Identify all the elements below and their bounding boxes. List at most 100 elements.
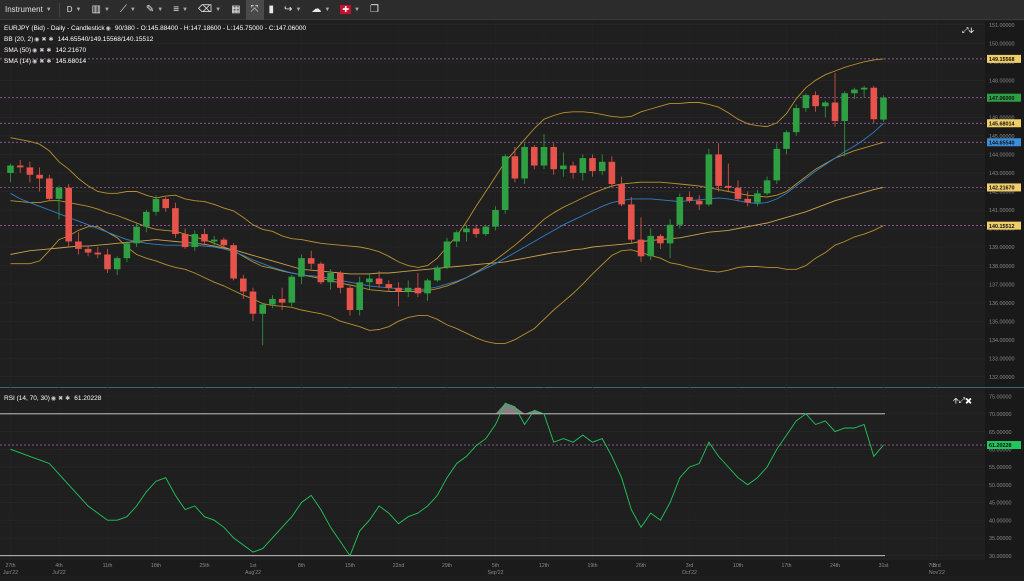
- candle-body: [269, 298, 276, 305]
- date-axis-day: 26th: [636, 563, 646, 569]
- candle-body: [695, 200, 703, 205]
- candle-body: [521, 146, 528, 179]
- draw-tools-button[interactable]: ⟋ ▼: [115, 0, 141, 20]
- candle-body: [637, 239, 645, 257]
- close-icon[interactable]: ✖: [41, 37, 47, 43]
- delete-button[interactable]: ⌫ ▼: [193, 0, 226, 20]
- legend-bb-values: 144.65540/149.15568/140.15512: [57, 36, 154, 43]
- arrow-down-icon[interactable]: 🡫: [968, 26, 975, 35]
- price-axis-label: 146.00000: [989, 116, 1014, 122]
- share-icon: ↪: [284, 4, 293, 15]
- gear-icon[interactable]: ✱: [46, 59, 52, 65]
- candle-type-button[interactable]: ▥ ▼: [86, 0, 114, 20]
- candle-body: [201, 234, 208, 242]
- timeframe-dropdown[interactable]: D ▼: [62, 0, 87, 20]
- chart-background: [0, 21, 1024, 576]
- candle-body: [356, 282, 363, 311]
- close-icon[interactable]: ✖: [39, 48, 45, 54]
- candle-body: [375, 278, 383, 285]
- candle-body: [84, 248, 92, 253]
- close-icon[interactable]: ✖: [39, 59, 45, 65]
- rsi-line: [10, 402, 884, 557]
- gear-icon[interactable]: ✱: [46, 48, 52, 54]
- price-axis-label: 138.00000: [989, 264, 1014, 270]
- eye-icon[interactable]: ◉: [34, 37, 40, 43]
- legend-sma50-name: SMA (50): [4, 47, 32, 54]
- price-marker-label: 144.65540: [989, 140, 1014, 146]
- candle-body: [540, 146, 548, 166]
- candle-body: [123, 243, 131, 259]
- price-chart[interactable]: 151.00000 150.00000 149.00000 148.00000 147.…: [0, 21, 1024, 576]
- date-axis-day: 31st: [879, 563, 889, 569]
- date-axis-day: 27th: [5, 563, 15, 569]
- date-axis-day: 18th: [151, 563, 161, 569]
- price-axis-label: 132.00000: [989, 375, 1014, 381]
- candle-body: [133, 226, 140, 244]
- candle-body: [404, 287, 412, 292]
- candle-body: [531, 146, 538, 166]
- language-button[interactable]: ✚ ▼: [335, 0, 365, 20]
- date-axis-day: 12th: [539, 563, 549, 569]
- candle-body: [453, 232, 460, 242]
- candle-body: [230, 245, 237, 279]
- resize-icon[interactable]: ⤢: [962, 26, 969, 35]
- rsi-axis-label: 50.00000: [989, 483, 1011, 489]
- candle-body: [715, 154, 722, 186]
- candle-body: [666, 224, 674, 244]
- candle-body: [734, 187, 742, 199]
- layout-button[interactable]: ▦: [226, 0, 245, 20]
- date-axis-day: 10th: [733, 563, 743, 569]
- popout-button[interactable]: ❐: [365, 0, 384, 20]
- price-pane-controls: ⤢🡫: [962, 25, 974, 39]
- price-axis-label: 134.00000: [989, 338, 1014, 344]
- pencil-icon: ✎: [145, 4, 155, 15]
- date-axis-day: 3rd: [933, 563, 941, 569]
- rsi-axis-label: 40.00000: [989, 518, 1011, 524]
- instrument-dropdown[interactable]: Instrument ▼: [0, 0, 57, 20]
- rsi-axis-label: 55.00000: [989, 465, 1011, 471]
- candle-body: [395, 287, 402, 292]
- candle-body: [65, 187, 72, 242]
- date-axis-day: 24th: [830, 563, 840, 569]
- eye-icon[interactable]: ◉: [50, 396, 57, 402]
- candle-body: [220, 239, 228, 246]
- close-icon[interactable]: ✖: [965, 396, 972, 405]
- candle-body: [880, 97, 887, 120]
- legend-ohlc: 90/380 - O:145.88400 - H:147.18600 - L:1…: [114, 25, 307, 32]
- candle-body: [162, 198, 169, 209]
- layers-button[interactable]: ≡ ▼: [168, 0, 193, 20]
- candle-body: [307, 258, 315, 264]
- annotate-button[interactable]: ✎ ▼: [141, 0, 168, 20]
- close-icon[interactable]: ✖: [58, 396, 64, 402]
- eye-icon[interactable]: ◉: [105, 26, 111, 32]
- price-marker: [987, 221, 1021, 230]
- price-axis-label: 148.00000: [989, 78, 1014, 84]
- resize-icon[interactable]: ⤢: [958, 396, 966, 405]
- candle-body: [26, 167, 34, 175]
- rsi-axis-label: 65.00000: [989, 430, 1011, 436]
- candle-body: [414, 287, 422, 294]
- date-axis-day: 25th: [199, 563, 209, 569]
- candle-body: [366, 278, 373, 283]
- candle-body: [94, 252, 102, 255]
- gear-icon[interactable]: ✱: [48, 37, 54, 43]
- eye-icon[interactable]: ◉: [32, 48, 38, 54]
- gear-icon[interactable]: ✱: [65, 396, 71, 402]
- candle-body: [172, 208, 179, 235]
- chart-area[interactable]: 151.00000 150.00000 149.00000 148.00000 147.…: [0, 21, 1024, 576]
- eye-icon[interactable]: ◉: [32, 59, 38, 65]
- price-axis-label: 151.00000: [989, 23, 1014, 29]
- indicators-button[interactable]: ▮: [264, 0, 280, 20]
- share-button[interactable]: ↪ ▼: [279, 0, 306, 20]
- fit-button[interactable]: ⤧: [245, 0, 264, 20]
- price-axis-label: 141.00000: [989, 208, 1014, 214]
- arrow-up-icon[interactable]: 🡩: [953, 396, 959, 405]
- weather-button[interactable]: ☁ ▼: [306, 0, 335, 20]
- price-marker-label: 142.21670: [989, 186, 1014, 192]
- price-axis-label: 135.00000: [989, 319, 1014, 325]
- candle-body: [36, 174, 43, 179]
- weather-icon: ☁: [311, 4, 322, 15]
- candle-body: [259, 304, 266, 314]
- price-axis-label: 143.00000: [989, 171, 1014, 177]
- price-marker-label: 147.06000: [989, 96, 1014, 102]
